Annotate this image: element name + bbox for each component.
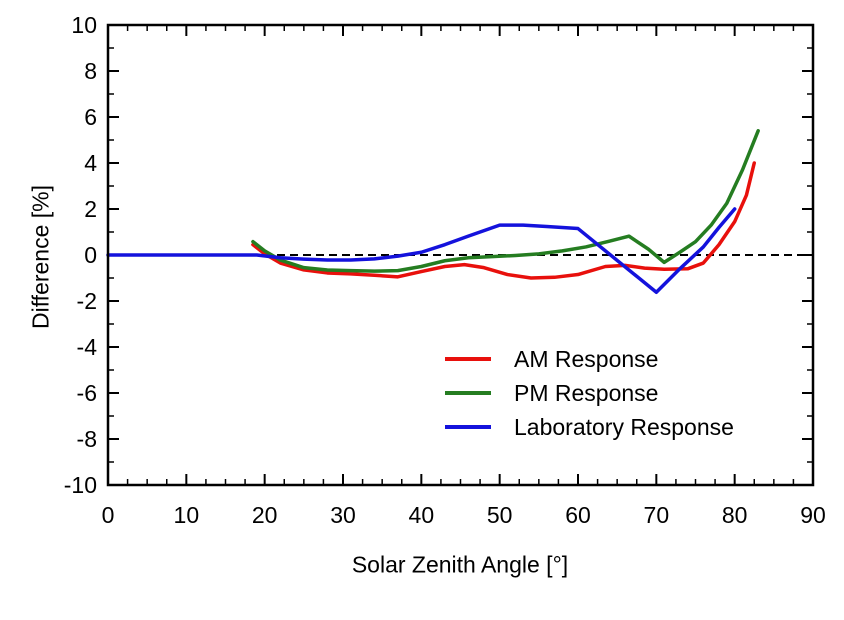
x-tick-label: 20 bbox=[252, 502, 278, 528]
legend-line-sample-am bbox=[445, 357, 491, 361]
y-tick-label: 2 bbox=[84, 196, 97, 222]
x-tick-label: 0 bbox=[102, 502, 115, 528]
legend-item-laboratory-response: Laboratory Response bbox=[445, 410, 734, 444]
x-tick-label: 10 bbox=[174, 502, 200, 528]
series-line-am-response bbox=[251, 161, 756, 280]
y-tick-label: -10 bbox=[64, 472, 97, 498]
x-tick-label: 30 bbox=[330, 502, 356, 528]
y-tick-label: 0 bbox=[84, 242, 97, 268]
y-tick-label: 10 bbox=[71, 12, 97, 38]
y-tick-label: -6 bbox=[77, 380, 97, 406]
legend: AM Response PM Response Laboratory Respo… bbox=[445, 342, 734, 444]
legend-label: Laboratory Response bbox=[514, 413, 734, 440]
x-tick-label: 50 bbox=[487, 502, 513, 528]
series-line-pm-response bbox=[251, 129, 760, 273]
axes-frame bbox=[106, 23, 815, 487]
x-tick-label: 70 bbox=[644, 502, 670, 528]
y-tick-label: 4 bbox=[84, 150, 97, 176]
y-tick-label: 6 bbox=[84, 104, 97, 130]
y-tick-label: -2 bbox=[77, 288, 97, 314]
x-tick-label: 40 bbox=[409, 502, 435, 528]
x-tick-label: 80 bbox=[722, 502, 748, 528]
legend-line-sample-pm bbox=[445, 391, 491, 395]
legend-label: PM Response bbox=[514, 379, 659, 406]
legend-item-pm-response: PM Response bbox=[445, 376, 734, 410]
legend-item-am-response: AM Response bbox=[445, 342, 734, 376]
y-tick-label: -8 bbox=[77, 426, 97, 452]
legend-label: AM Response bbox=[514, 345, 659, 372]
x-tick-label: 90 bbox=[800, 502, 826, 528]
legend-line-sample-laboratory bbox=[445, 425, 491, 429]
series-line-laboratory-response bbox=[106, 207, 737, 295]
y-tick-label: 8 bbox=[84, 58, 97, 84]
y-axis-title: Difference [%] bbox=[27, 184, 54, 330]
x-axis-title: Solar Zenith Angle [°] bbox=[351, 551, 569, 578]
y-tick-label: -4 bbox=[77, 334, 98, 360]
x-tick-label: 60 bbox=[565, 502, 591, 528]
